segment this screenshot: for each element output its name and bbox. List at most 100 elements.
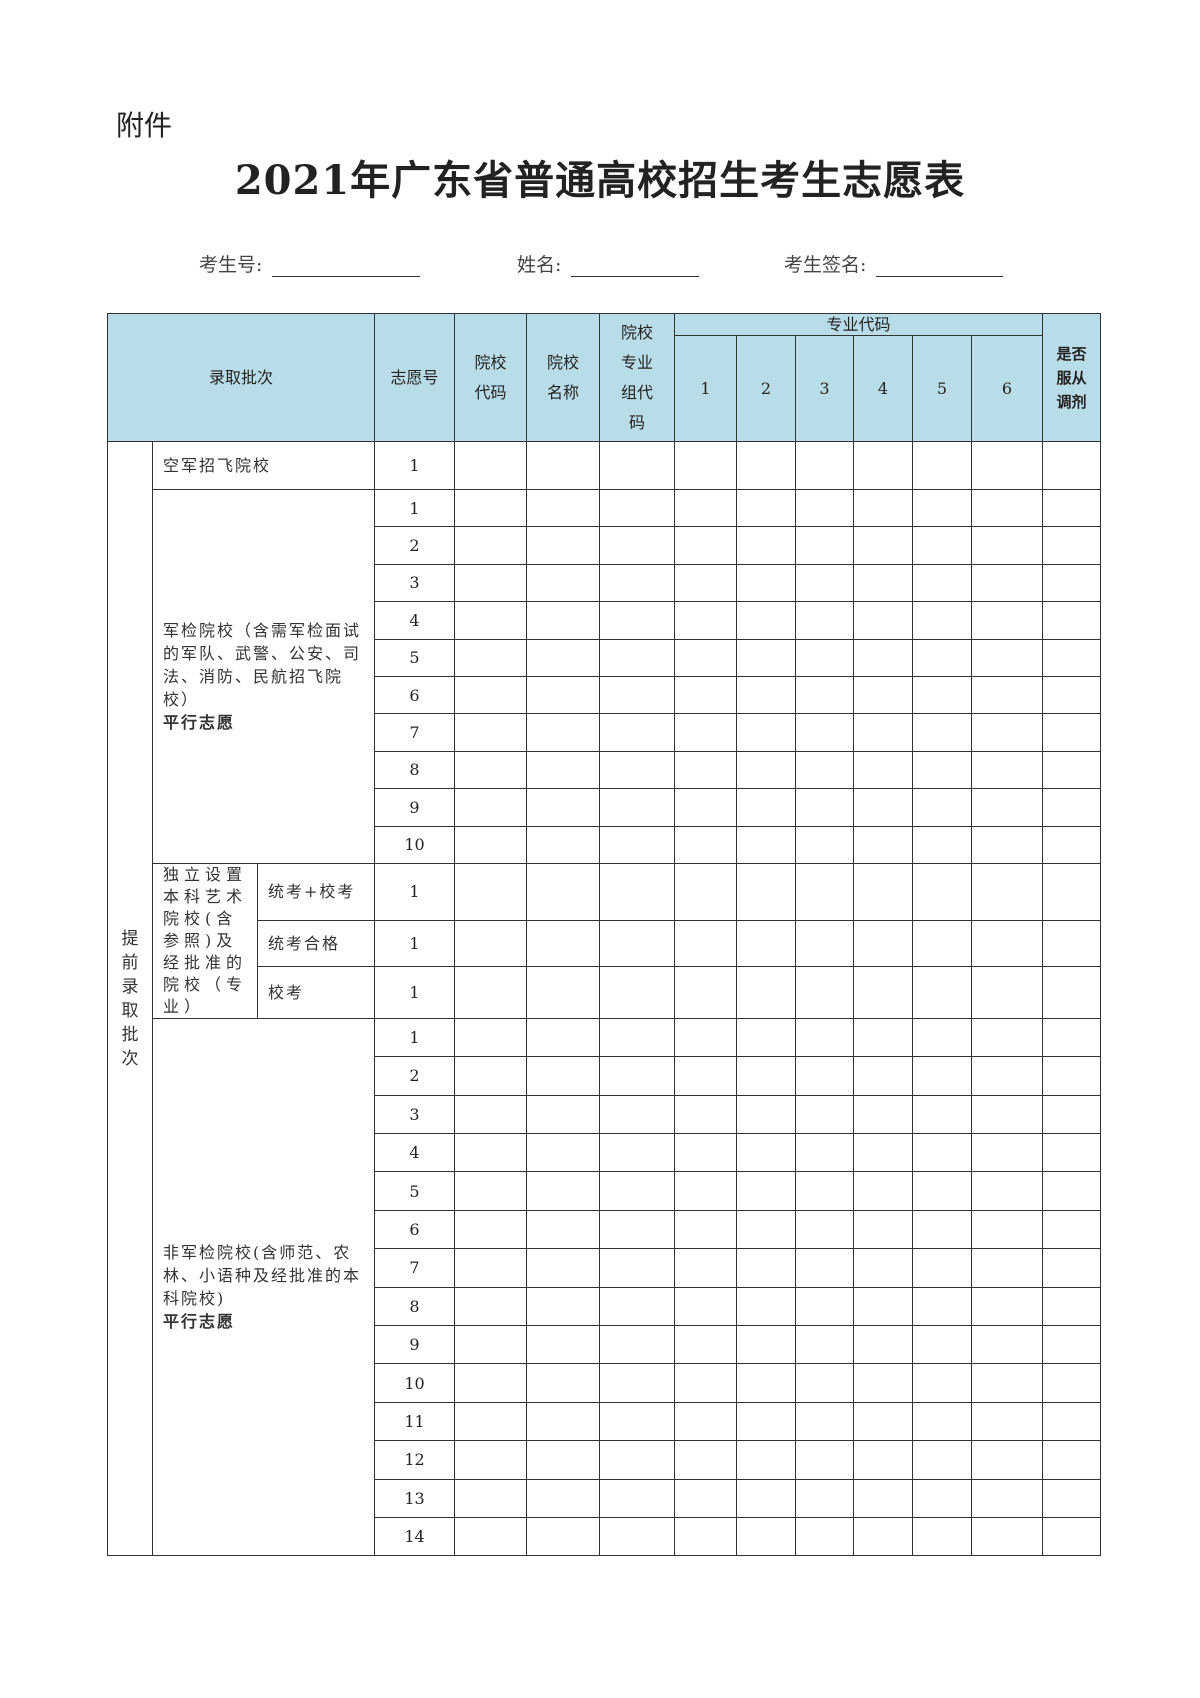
major-3-cell[interactable] <box>795 1171 854 1211</box>
name-field[interactable]: 姓名: <box>517 250 700 277</box>
group-code-cell[interactable] <box>599 966 675 1019</box>
group-code-cell[interactable] <box>599 788 675 827</box>
major-6-cell[interactable] <box>971 919 1043 968</box>
school-code-cell[interactable] <box>454 1363 527 1403</box>
major-6-cell[interactable] <box>971 1440 1043 1480</box>
major-5-cell[interactable] <box>912 713 972 752</box>
major-2-cell[interactable] <box>736 1325 796 1365</box>
major-3-cell[interactable] <box>795 1478 854 1518</box>
adjust-cell[interactable] <box>1042 919 1101 968</box>
major-4-cell[interactable] <box>853 1440 913 1480</box>
major-4-cell[interactable] <box>853 862 913 921</box>
major-1-cell[interactable] <box>674 1478 737 1518</box>
adjust-cell[interactable] <box>1042 441 1101 490</box>
major-2-cell[interactable] <box>736 1248 796 1288</box>
major-2-cell[interactable] <box>736 1171 796 1211</box>
adjust-cell[interactable] <box>1042 1094 1101 1135</box>
major-5-cell[interactable] <box>912 526 972 565</box>
group-code-cell[interactable] <box>599 862 675 921</box>
major-2-cell[interactable] <box>736 825 796 864</box>
major-5-cell[interactable] <box>912 638 972 677</box>
candidate-number-input[interactable] <box>272 254 421 277</box>
adjust-cell[interactable] <box>1042 1325 1101 1365</box>
major-6-cell[interactable] <box>971 862 1043 921</box>
major-1-cell[interactable] <box>674 1440 737 1480</box>
candidate-number-field[interactable]: 考生号: <box>199 250 421 277</box>
major-2-cell[interactable] <box>736 1516 796 1557</box>
school-name-cell[interactable] <box>526 966 600 1019</box>
major-2-cell[interactable] <box>736 919 796 968</box>
school-code-cell[interactable] <box>454 919 527 968</box>
school-code-cell[interactable] <box>454 1056 527 1096</box>
group-code-cell[interactable] <box>599 1325 675 1365</box>
major-1-cell[interactable] <box>674 488 737 528</box>
school-name-cell[interactable] <box>526 1056 600 1096</box>
name-input[interactable] <box>571 254 700 277</box>
group-code-cell[interactable] <box>599 526 675 565</box>
adjust-cell[interactable] <box>1042 1056 1101 1096</box>
major-2-cell[interactable] <box>736 441 796 490</box>
school-name-cell[interactable] <box>526 1209 600 1250</box>
school-code-cell[interactable] <box>454 966 527 1019</box>
group-code-cell[interactable] <box>599 825 675 864</box>
major-5-cell[interactable] <box>912 488 972 528</box>
group-code-cell[interactable] <box>599 1133 675 1173</box>
major-2-cell[interactable] <box>736 1017 796 1058</box>
school-code-cell[interactable] <box>454 825 527 864</box>
school-name-cell[interactable] <box>526 1286 600 1327</box>
school-name-cell[interactable] <box>526 526 600 565</box>
major-6-cell[interactable] <box>971 441 1043 490</box>
school-name-cell[interactable] <box>526 638 600 677</box>
major-1-cell[interactable] <box>674 1325 737 1365</box>
school-code-cell[interactable] <box>454 862 527 921</box>
major-5-cell[interactable] <box>912 825 972 864</box>
adjust-cell[interactable] <box>1042 966 1101 1019</box>
school-name-cell[interactable] <box>526 1363 600 1403</box>
major-3-cell[interactable] <box>795 1325 854 1365</box>
major-5-cell[interactable] <box>912 1478 972 1518</box>
major-3-cell[interactable] <box>795 1516 854 1557</box>
major-2-cell[interactable] <box>736 1094 796 1135</box>
major-1-cell[interactable] <box>674 638 737 677</box>
group-code-cell[interactable] <box>599 1516 675 1557</box>
adjust-cell[interactable] <box>1042 1516 1101 1557</box>
major-1-cell[interactable] <box>674 675 737 715</box>
major-2-cell[interactable] <box>736 526 796 565</box>
major-3-cell[interactable] <box>795 1248 854 1288</box>
group-code-cell[interactable] <box>599 750 675 790</box>
major-3-cell[interactable] <box>795 675 854 715</box>
school-name-cell[interactable] <box>526 675 600 715</box>
major-4-cell[interactable] <box>853 526 913 565</box>
major-1-cell[interactable] <box>674 862 737 921</box>
adjust-cell[interactable] <box>1042 675 1101 715</box>
school-code-cell[interactable] <box>454 1248 527 1288</box>
major-1-cell[interactable] <box>674 1171 737 1211</box>
school-name-cell[interactable] <box>526 919 600 968</box>
major-5-cell[interactable] <box>912 1516 972 1557</box>
major-6-cell[interactable] <box>971 638 1043 677</box>
major-4-cell[interactable] <box>853 1516 913 1557</box>
group-code-cell[interactable] <box>599 1171 675 1211</box>
school-name-cell[interactable] <box>526 788 600 827</box>
major-1-cell[interactable] <box>674 1516 737 1557</box>
group-code-cell[interactable] <box>599 1286 675 1327</box>
group-code-cell[interactable] <box>599 1478 675 1518</box>
major-1-cell[interactable] <box>674 919 737 968</box>
school-name-cell[interactable] <box>526 1516 600 1557</box>
school-code-cell[interactable] <box>454 1171 527 1211</box>
major-6-cell[interactable] <box>971 563 1043 603</box>
group-code-cell[interactable] <box>599 1401 675 1442</box>
adjust-cell[interactable] <box>1042 1017 1101 1058</box>
school-name-cell[interactable] <box>526 1401 600 1442</box>
major-2-cell[interactable] <box>736 1209 796 1250</box>
major-1-cell[interactable] <box>674 1401 737 1442</box>
school-name-cell[interactable] <box>526 1325 600 1365</box>
major-4-cell[interactable] <box>853 563 913 603</box>
major-1-cell[interactable] <box>674 563 737 603</box>
adjust-cell[interactable] <box>1042 526 1101 565</box>
adjust-cell[interactable] <box>1042 638 1101 677</box>
major-5-cell[interactable] <box>912 1017 972 1058</box>
major-2-cell[interactable] <box>736 1478 796 1518</box>
major-6-cell[interactable] <box>971 713 1043 752</box>
major-1-cell[interactable] <box>674 1363 737 1403</box>
